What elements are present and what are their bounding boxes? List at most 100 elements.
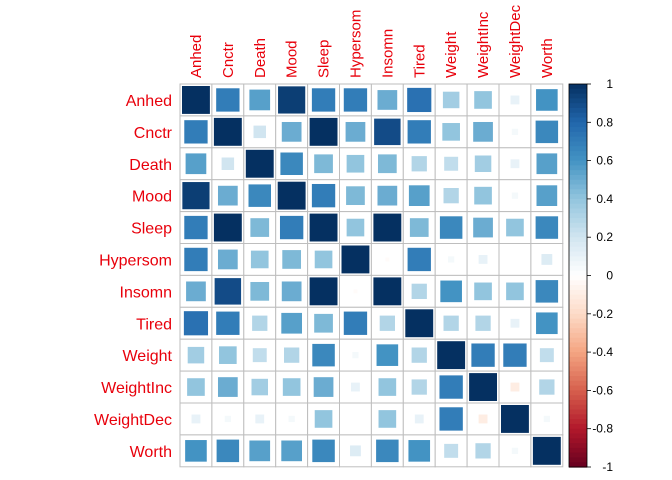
correlation-square — [345, 121, 366, 142]
colorbar-segment — [569, 170, 587, 176]
colorbar-segment — [569, 194, 587, 200]
correlation-cells — [179, 83, 564, 468]
colorbar-segment — [569, 151, 587, 157]
correlation-square — [249, 440, 271, 462]
correlation-square — [439, 407, 463, 431]
correlation-square — [407, 87, 432, 113]
colorbar-segment — [569, 246, 587, 253]
row-labels: Anhed Cnctr Death Mood Sleep Hypersom Insomn Ti… — [94, 93, 173, 461]
correlation-square — [252, 348, 267, 363]
row-label: Anhed — [126, 93, 172, 110]
correlation-square — [407, 247, 431, 272]
column-label: Hypersom — [347, 10, 364, 78]
colorbar-segment — [569, 280, 587, 286]
correlation-square — [511, 128, 519, 135]
row-label: Worth — [130, 444, 172, 461]
correlation-square — [474, 155, 492, 173]
correlation-square — [253, 125, 266, 139]
correlation-square — [443, 188, 459, 204]
correlation-square — [442, 123, 460, 141]
correlation-square — [510, 318, 520, 328]
colorbar-tick-label: 0 — [606, 269, 613, 283]
correlation-square — [373, 213, 402, 242]
colorbar-tick-label: -0.2 — [592, 307, 613, 321]
colorbar-segment — [569, 352, 587, 358]
column-label: Weight — [443, 31, 460, 78]
correlation-square — [510, 159, 520, 169]
colorbar-segment — [569, 366, 587, 372]
colorbar-segment — [569, 299, 587, 305]
correlation-square — [187, 346, 205, 364]
correlation-square — [532, 436, 561, 465]
row-label: Cnctr — [134, 125, 173, 142]
correlation-square — [439, 216, 463, 239]
correlation-square — [219, 346, 237, 364]
correlation-square — [469, 373, 497, 401]
correlation-square — [250, 281, 270, 301]
column-label: Tired — [411, 44, 428, 78]
correlation-square — [314, 250, 333, 269]
colorbar-segment — [569, 213, 587, 219]
colorbar-segment — [569, 423, 587, 430]
correlation-square — [213, 213, 242, 242]
correlation-square — [378, 410, 397, 428]
correlation-square — [184, 247, 208, 272]
colorbar-segment — [569, 390, 587, 396]
correlation-square — [314, 313, 333, 333]
correlation-square — [281, 440, 302, 462]
correlation-square — [249, 89, 271, 111]
colorbar-segment — [569, 155, 587, 162]
correlation-square — [414, 414, 424, 424]
row-label: Tired — [136, 316, 172, 333]
colorbar-segment — [569, 160, 587, 166]
column-labels: Anhed Cnctr Death Mood Sleep Hypersom Insomn Ti… — [188, 4, 556, 78]
correlation-square — [351, 382, 360, 392]
correlation-square — [379, 315, 395, 331]
correlation-square — [245, 149, 274, 178]
correlation-square — [312, 343, 335, 367]
colorbar-segment — [569, 356, 587, 363]
correlation-square — [408, 185, 430, 206]
correlation-square — [473, 217, 493, 238]
colorbar-segment — [569, 141, 587, 147]
colorbar-segment — [569, 361, 587, 368]
correlation-square — [442, 91, 460, 109]
correlation-square — [536, 185, 558, 206]
colorbar-segment — [569, 404, 587, 411]
colorbar-segment — [569, 241, 587, 248]
colorbar-segment — [569, 127, 587, 133]
colorbar-segment — [569, 304, 587, 310]
correlation-square — [281, 121, 302, 142]
correlation-square — [539, 348, 554, 363]
correlation-square — [377, 185, 398, 206]
colorbar-segment — [569, 232, 587, 238]
correlation-square — [309, 213, 338, 242]
colorbar-segment — [569, 84, 587, 90]
correlation-square — [277, 181, 306, 210]
column-label: Anhed — [188, 35, 205, 78]
colorbar-segment — [569, 313, 587, 320]
colorbar-segment — [569, 289, 587, 296]
correlation-square — [510, 95, 520, 105]
colorbar-segment — [569, 428, 587, 435]
row-label: Mood — [132, 189, 172, 206]
colorbar-segment — [569, 136, 587, 143]
correlation-square — [411, 156, 427, 172]
column-label: Mood — [284, 40, 301, 78]
correlation-square — [311, 88, 336, 112]
colorbar-segment — [569, 328, 587, 334]
correlation-square — [224, 415, 231, 423]
colorbar-segment — [569, 409, 587, 415]
colorbar-segment — [569, 222, 587, 229]
colorbar-segment — [569, 285, 587, 291]
colorbar-segment — [569, 443, 587, 449]
correlation-square — [217, 377, 238, 397]
correlation-square — [376, 439, 399, 463]
colorbar-segment — [569, 122, 587, 128]
correlation-square — [182, 182, 210, 210]
colorbar-segment — [569, 337, 587, 344]
correlation-square — [474, 91, 492, 109]
correlation-square — [346, 218, 365, 237]
colorbar-segment — [569, 318, 587, 324]
